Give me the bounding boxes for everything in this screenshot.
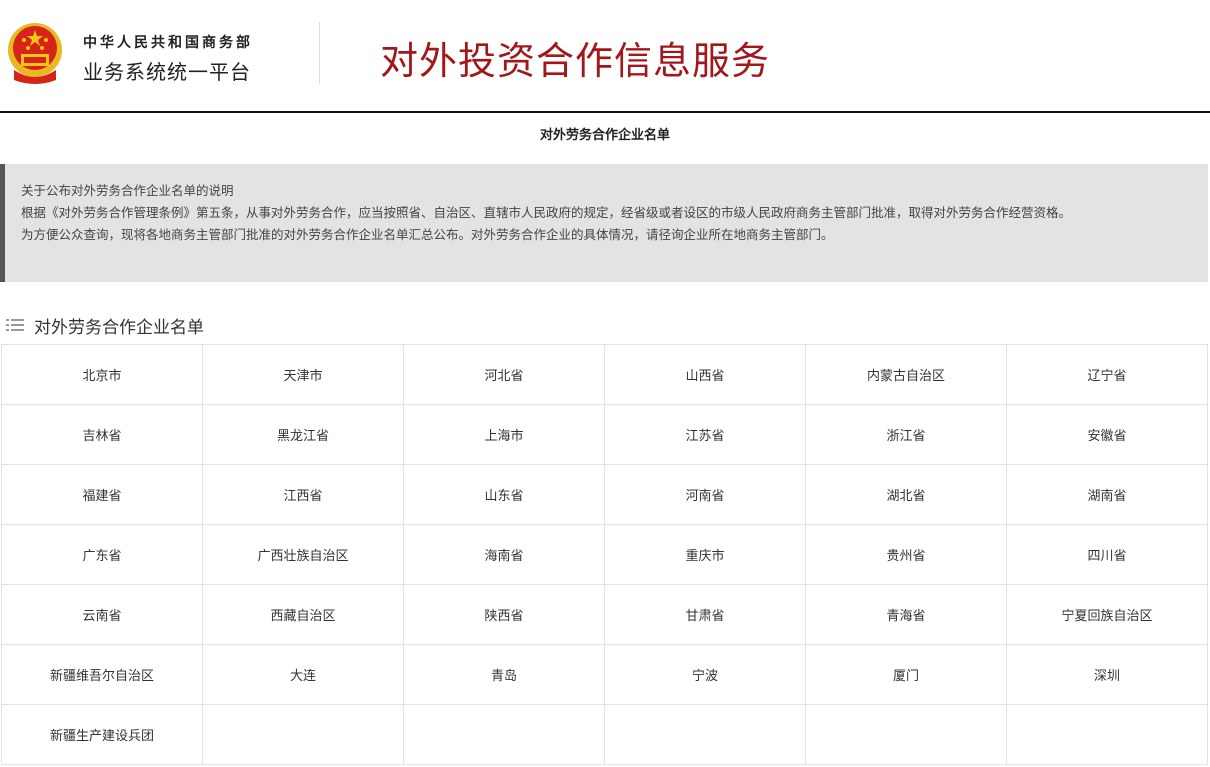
empty-cell <box>605 705 806 765</box>
region-link[interactable]: 江苏省 <box>605 405 806 465</box>
list-icon <box>6 319 24 331</box>
region-link[interactable]: 黑龙江省 <box>203 405 404 465</box>
region-link[interactable]: 河北省 <box>404 345 605 405</box>
notice-box: 关于公布对外劳务合作企业名单的说明 根据《对外劳务合作管理条例》第五条，从事对外… <box>0 164 1208 282</box>
empty-cell <box>203 705 404 765</box>
region-link[interactable]: 广东省 <box>2 525 203 585</box>
region-link[interactable]: 安徽省 <box>1007 405 1208 465</box>
notice-paragraph: 根据《对外劳务合作管理条例》第五条，从事对外劳务合作，应当按照省、自治区、直辖市… <box>21 205 1072 220</box>
section-header: 对外劳务合作企业名单 <box>6 313 204 338</box>
notice-heading: 关于公布对外劳务合作企业名单的说明 <box>21 183 234 198</box>
region-link[interactable]: 福建省 <box>2 465 203 525</box>
region-link[interactable]: 上海市 <box>404 405 605 465</box>
region-link[interactable]: 甘肃省 <box>605 585 806 645</box>
region-link[interactable]: 贵州省 <box>806 525 1007 585</box>
region-link[interactable]: 山西省 <box>605 345 806 405</box>
region-link[interactable]: 厦门 <box>806 645 1007 705</box>
region-link[interactable]: 深圳 <box>1007 645 1208 705</box>
national-emblem-logo <box>8 23 62 84</box>
region-link[interactable]: 云南省 <box>2 585 203 645</box>
region-link[interactable]: 宁夏回族自治区 <box>1007 585 1208 645</box>
ministry-name: 中华人民共和国商务部 <box>83 35 253 51</box>
region-link[interactable]: 陕西省 <box>404 585 605 645</box>
site-title[interactable]: 对外投资合作信息服务 <box>380 39 771 83</box>
region-link[interactable]: 海南省 <box>404 525 605 585</box>
region-link[interactable]: 湖北省 <box>806 465 1007 525</box>
region-link[interactable]: 天津市 <box>203 345 404 405</box>
region-link[interactable]: 西藏自治区 <box>203 585 404 645</box>
region-link[interactable]: 宁波 <box>605 645 806 705</box>
region-link[interactable]: 新疆维吾尔自治区 <box>2 645 203 705</box>
region-link[interactable]: 大连 <box>203 645 404 705</box>
empty-cell <box>1007 705 1208 765</box>
region-link[interactable]: 四川省 <box>1007 525 1208 585</box>
page-title: 对外劳务合作企业名单 <box>539 128 670 143</box>
platform-name: 业务系统统一平台 <box>83 60 251 84</box>
region-link[interactable]: 江西省 <box>203 465 404 525</box>
empty-cell <box>404 705 605 765</box>
region-link[interactable]: 浙江省 <box>806 405 1007 465</box>
region-grid: 北京市 天津市 河北省 山西省 内蒙古自治区 辽宁省吉林省 黑龙江省 上海市 江苏省 浙江省 安徽省… <box>1 344 1208 765</box>
region-link[interactable]: 重庆市 <box>605 525 806 585</box>
region-link[interactable]: 辽宁省 <box>1007 345 1208 405</box>
region-link[interactable]: 山东省 <box>404 465 605 525</box>
section-title: 对外劳务合作企业名单 <box>34 317 204 338</box>
notice-paragraph: 为方便公众查询，现将各地商务主管部门批准的对外劳务合作企业名单汇总公布。对外劳务… <box>21 227 834 242</box>
site-header: 中华人民共和国商务部 业务系统统一平台 对外投资合作信息服务 <box>0 0 1210 113</box>
region-link[interactable]: 河南省 <box>605 465 806 525</box>
region-link[interactable]: 吉林省 <box>2 405 203 465</box>
empty-cell <box>806 705 1007 765</box>
region-link[interactable]: 湖南省 <box>1007 465 1208 525</box>
region-link[interactable]: 青海省 <box>806 585 1007 645</box>
header-divider <box>319 22 320 84</box>
region-link[interactable]: 青岛 <box>404 645 605 705</box>
region-link[interactable]: 新疆生产建设兵团 <box>2 705 203 765</box>
region-link[interactable]: 内蒙古自治区 <box>806 345 1007 405</box>
region-link[interactable]: 北京市 <box>2 345 203 405</box>
region-link[interactable]: 广西壮族自治区 <box>203 525 404 585</box>
